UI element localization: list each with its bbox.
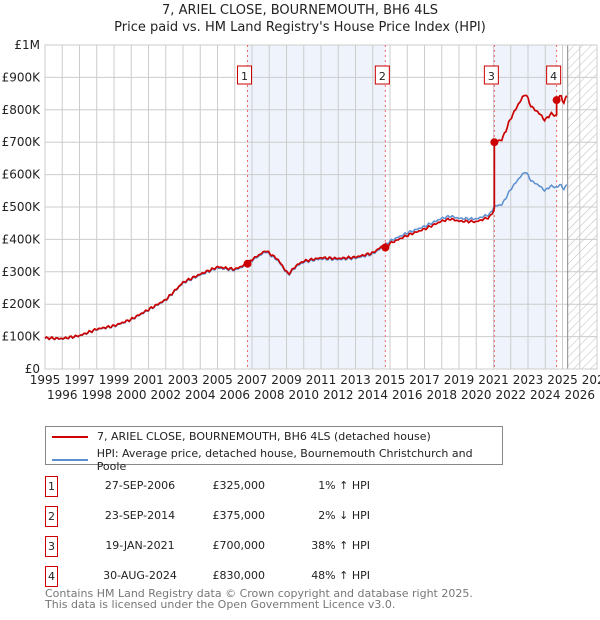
sale-hpi-diff: 2% ↓ HPI [318,509,370,522]
x-tick-label: 2019 [444,373,475,387]
x-tick-label: 2018 [426,388,457,402]
y-tick-label: £100K [2,330,42,344]
sale-row: 2 23-SEP-2014 £375,000 2% ↓ HPI [45,506,465,527]
x-tick-label: 2016 [392,388,423,402]
footer-copyright: Contains HM Land Registry data © Crown c… [45,587,473,600]
sale-price: £700,000 [212,539,266,552]
y-tick-label: £700K [2,135,42,149]
sale-label: 3 [488,70,495,83]
sale-marker-number: 2 [45,506,58,527]
sale-label-box [483,65,499,85]
legend: 7, ARIEL CLOSE, BOURNEMOUTH, BH6 4LS (de… [45,426,503,473]
sale-date: 23-SEP-2014 [104,509,176,522]
sale-marker-number: 3 [45,536,58,557]
x-tick-label: 2013 [340,373,371,387]
x-tick-label: 1996 [47,388,78,402]
y-tick-label: £900K [2,70,42,84]
sale-date: 30-AUG-2024 [103,569,177,582]
x-tick-label: 2020 [461,388,492,402]
x-tick-label: 2012 [323,388,354,402]
sale-label-box [237,65,253,85]
property-price-line [44,94,568,341]
x-tick-label: 2017 [409,373,440,387]
y-tick-label: £600K [2,168,42,182]
plot-area: 1995199619971998199920002001200220032004… [2,38,600,402]
chart-title: 7, ARIEL CLOSE, BOURNEMOUTH, BH6 4LS [162,3,438,18]
x-tick-label: 2021 [478,373,509,387]
sale-point [552,96,561,105]
x-tick-label: 2023 [513,373,544,387]
sale-marker-number: 4 [45,566,58,587]
x-tick-label: 1999 [99,373,130,387]
y-tick-label: £0 [25,362,40,376]
x-tick-label: 2005 [202,373,233,387]
x-tick-label: 1997 [64,373,95,387]
sale-row: 4 30-AUG-2024 £830,000 48% ↑ HPI [45,566,465,587]
sale-price: £375,000 [212,509,266,522]
x-tick-label: 2011 [306,373,337,387]
legend-property-label: 7, ARIEL CLOSE, BOURNEMOUTH, BH6 4LS (de… [97,430,431,443]
x-tick-label: 2025 [547,373,578,387]
legend-hpi-label: HPI: Average price, detached house, Bour… [96,447,473,473]
x-tick-label: 2010 [288,388,319,402]
legend-hpi-swatch [52,459,88,461]
plot-border [44,44,598,370]
x-tick-label: 2015 [375,373,406,387]
legend-property-swatch [52,435,88,438]
x-tick-label: 2000 [116,388,147,402]
sale-date: 19-JAN-2021 [105,539,175,552]
x-tick-label: 2014 [357,388,388,402]
sale-label-box [546,65,562,85]
sale-date: 27-SEP-2006 [104,479,176,492]
x-tick-label: 2024 [530,388,561,402]
x-tick-label: 2008 [254,388,285,402]
sale-hpi-diff: 38% ↑ HPI [311,539,370,552]
sale-price: £325,000 [212,479,266,492]
y-tick-label: £400K [2,232,42,246]
sale-hpi-diff: 1% ↑ HPI [318,479,370,492]
x-tick-label: 2003 [168,373,199,387]
y-tick-label: £1M [14,38,40,52]
x-tick-label: 2009 [271,373,302,387]
y-tick-label: £500K [2,200,42,214]
footer: Contains HM Land Registry data © Crown c… [45,588,473,610]
footer-licence: This data is licensed under the Open Gov… [45,598,396,611]
y-tick-label: £800K [2,103,42,117]
x-tick-label: 2027 [582,373,600,387]
sale-price: £830,000 [212,569,266,582]
x-tick-label: 1998 [81,388,112,402]
sale-label: 2 [379,70,386,83]
sale-row: 1 27-SEP-2006 £325,000 1% ↑ HPI [45,476,465,497]
x-tick-label: 1995 [30,373,61,387]
x-tick-label: 2026 [564,388,595,402]
sale-row: 3 19-JAN-2021 £700,000 38% ↑ HPI [45,536,465,557]
x-tick-label: 2004 [185,388,216,402]
x-tick-label: 2007 [237,373,268,387]
sale-point [381,243,390,252]
x-tick-label: 2006 [219,388,250,402]
sale-hpi-diff: 48% ↑ HPI [311,569,370,582]
x-tick-label: 2002 [150,388,181,402]
x-tick-label: 2022 [495,388,526,402]
sale-label-box [374,65,390,85]
sale-marker-number: 1 [45,476,58,497]
y-tick-label: £200K [2,297,42,311]
y-tick-label: £300K [2,265,42,279]
x-tick-label: 2001 [133,373,164,387]
sale-point [490,138,499,147]
sale-point [243,259,252,268]
sale-label: 1 [241,70,248,83]
sale-label: 4 [550,70,557,83]
chart-subtitle: Price paid vs. HM Land Registry's House … [114,20,486,35]
